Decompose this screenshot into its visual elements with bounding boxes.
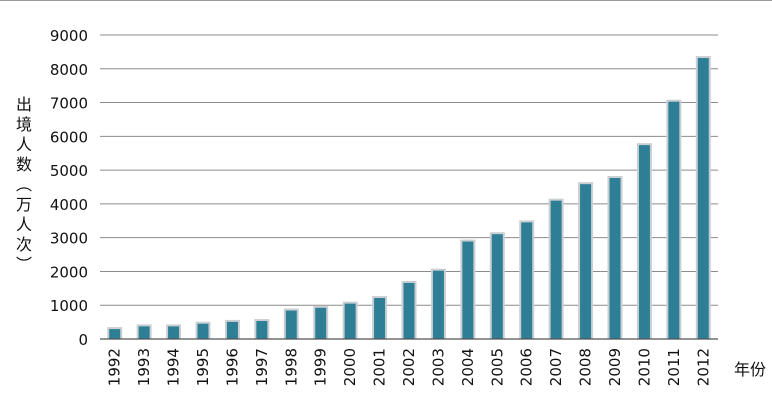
bar-2010 [638, 145, 650, 339]
y-tick-label: 8000 [50, 61, 88, 79]
y-tick-label: 3000 [50, 230, 88, 248]
x-tick-label: 2007 [547, 348, 565, 386]
bar-2011 [668, 101, 680, 339]
x-tick-label: 2012 [694, 348, 712, 386]
bar-2005 [491, 234, 503, 339]
y-tick-label: 5000 [50, 162, 88, 180]
x-tick-label: 2002 [400, 348, 418, 386]
bar-1997 [256, 321, 268, 339]
x-axis-label: 年份 [733, 360, 766, 379]
x-tick-label: 2000 [341, 348, 359, 386]
x-tick-label: 1992 [106, 348, 124, 386]
bar-2012 [697, 58, 709, 340]
y-tick-label: 6000 [50, 128, 88, 146]
x-axis-ticks: 1992 1993 1994 1995 1996 1997 1998 1999 2000 2001… [106, 348, 713, 386]
x-tick-label: 2004 [459, 348, 477, 386]
bar-1994 [168, 326, 180, 339]
x-tick-label: 1996 [223, 348, 241, 386]
x-tick-label: 2001 [371, 348, 389, 386]
bar-1995 [197, 323, 209, 339]
y-tick-label: 4000 [50, 196, 88, 214]
x-tick-label: 1994 [165, 348, 183, 386]
bar-2000 [344, 303, 356, 339]
x-tick-label: 1999 [312, 348, 330, 386]
x-tick-label: 1997 [253, 348, 271, 386]
x-tick-label: 2005 [488, 348, 506, 386]
y-tick-label: 9000 [50, 27, 88, 45]
bar-2003 [432, 270, 444, 339]
x-tick-label: 2009 [606, 348, 624, 386]
bar-2004 [462, 241, 474, 339]
y-tick-label: 7000 [50, 95, 88, 113]
y-tick-label: 0 [78, 331, 88, 349]
bar-2007 [550, 200, 562, 339]
x-tick-label: 1993 [135, 348, 153, 386]
x-tick-label: 2003 [429, 348, 447, 386]
y-tick-label: 1000 [50, 297, 88, 315]
x-tick-label: 2006 [518, 348, 536, 386]
bars [107, 56, 711, 340]
bar-1993 [138, 326, 150, 339]
bar-2002 [403, 282, 415, 339]
bar-1999 [315, 307, 327, 339]
x-tick-label: 2008 [577, 348, 595, 386]
bar-2009 [609, 178, 621, 339]
bar-1996 [226, 321, 238, 339]
x-tick-label: 2011 [665, 348, 683, 386]
y-axis-ticks: 0 1000 2000 3000 4000 5000 6000 7000 8000 9000 [50, 27, 88, 349]
bar-2006 [521, 222, 533, 339]
x-tick-label: 1998 [282, 348, 300, 386]
bar-1992 [109, 329, 121, 339]
bar-2008 [580, 184, 592, 339]
x-tick-label: 2010 [635, 348, 653, 386]
top-border-line [0, 0, 772, 1]
bar-2001 [374, 298, 386, 339]
x-tick-label: 1995 [194, 348, 212, 386]
bar-1998 [285, 310, 297, 339]
y-axis-label: 出境人数（万人次） [13, 96, 32, 276]
y-tick-label: 2000 [50, 263, 88, 281]
